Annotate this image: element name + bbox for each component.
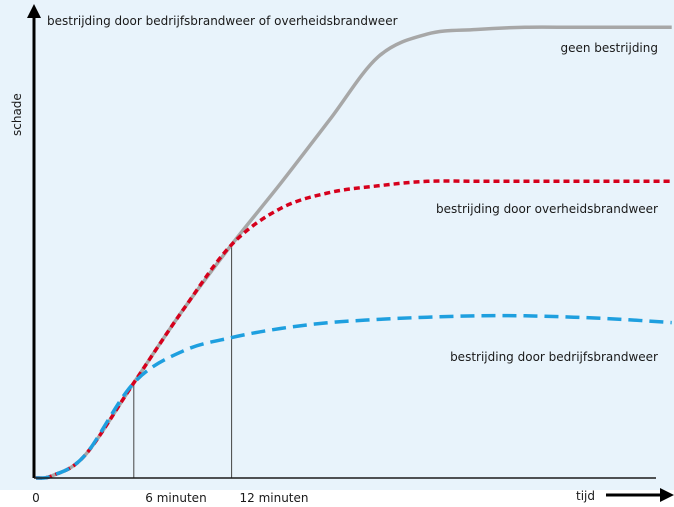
chart-title: bestrijding door bedrijfsbrandweer of ov… [47,14,398,28]
series-line-overheid [35,179,672,480]
y-axis-label: schade [10,93,24,136]
guide-lines [133,244,233,478]
series-layer [35,25,672,480]
x-axis-arrow-icon [660,488,674,502]
x-tick-label-0: 0 [32,491,40,505]
x-axis-label: tijd [576,489,595,503]
series-line-bedrijf [35,313,672,480]
x-tick-label-6: 6 minuten [145,491,206,505]
x-tick-label-12: 12 minuten [239,491,308,505]
plot-background [0,0,674,490]
series-label-geen: geen bestrijding [560,41,658,55]
series-label-bedrijf: bestrijding door bedrijfsbrandweer [450,350,658,364]
y-axis-arrow-icon [27,4,41,18]
series-label-overheid: bestrijding door overheidsbrandweer [436,202,658,216]
